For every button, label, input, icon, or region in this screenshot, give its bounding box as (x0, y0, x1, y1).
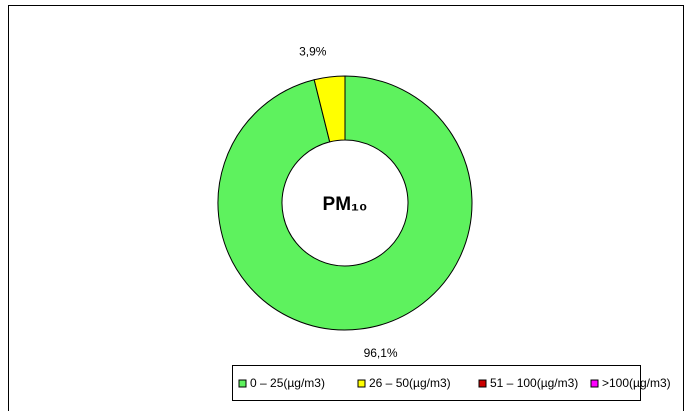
legend-label: >100(µg/m3) (602, 376, 671, 390)
legend-label: 51 – 100(µg/m3) (490, 376, 578, 390)
value-label: 3,9% (299, 44, 327, 58)
legend-label: 0 – 25(µg/m3) (250, 376, 325, 390)
center-label: PM₁₀ (323, 194, 368, 215)
donut-slice (217, 75, 473, 331)
legend-box (232, 365, 641, 401)
value-label: 96,1% (364, 346, 398, 360)
chart-frame (8, 5, 684, 411)
donut-slice (313, 75, 346, 143)
legend-swatch (478, 379, 487, 388)
legend-swatch (238, 379, 247, 388)
legend-label: 26 – 50(µg/m3) (369, 376, 451, 390)
legend-swatch (357, 379, 366, 388)
legend-swatch (590, 379, 599, 388)
